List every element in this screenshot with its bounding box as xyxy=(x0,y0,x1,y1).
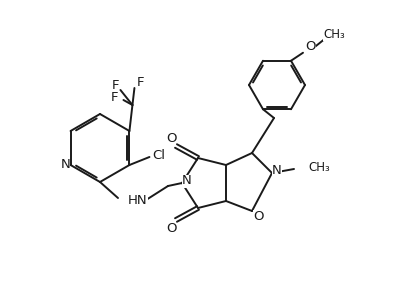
Text: N: N xyxy=(61,157,70,170)
Text: Cl: Cl xyxy=(152,149,165,162)
Text: O: O xyxy=(166,131,176,144)
Text: HN: HN xyxy=(128,194,148,207)
Text: F: F xyxy=(112,78,119,91)
Text: CH₃: CH₃ xyxy=(323,28,345,41)
Text: N: N xyxy=(272,165,282,178)
Text: F: F xyxy=(137,75,144,89)
Text: O: O xyxy=(166,221,176,234)
Text: F: F xyxy=(111,91,118,104)
Text: N: N xyxy=(182,175,192,187)
Text: O: O xyxy=(253,210,263,223)
Text: CH₃: CH₃ xyxy=(308,160,330,173)
Text: O: O xyxy=(306,40,316,53)
